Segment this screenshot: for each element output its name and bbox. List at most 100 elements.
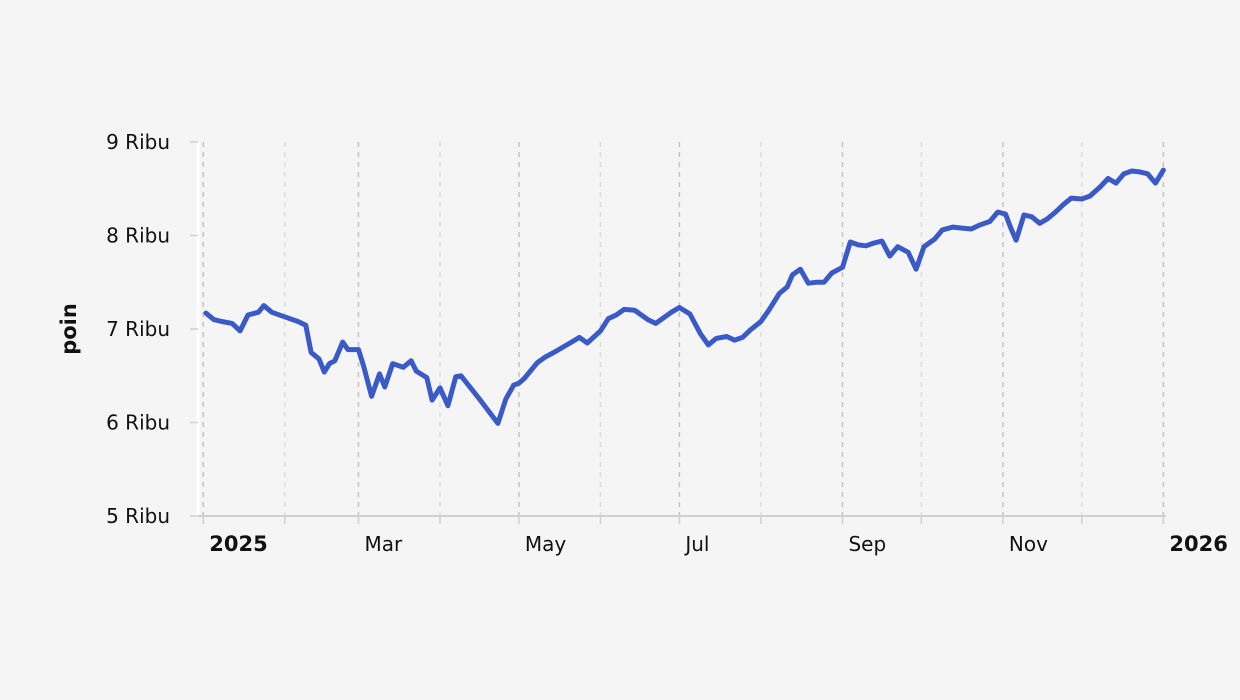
data-point: [614, 313, 619, 318]
data-point: [977, 223, 982, 228]
data-point: [856, 242, 861, 247]
series-line: [203, 167, 1166, 426]
data-point: [1145, 171, 1150, 176]
data-point: [1029, 214, 1034, 219]
x-tick-label: Nov: [1009, 532, 1048, 556]
y-tick-label: 6 Ribu: [106, 411, 170, 435]
data-point: [958, 226, 963, 231]
data-point: [1061, 202, 1066, 207]
data-point: [390, 361, 395, 366]
data-point: [724, 334, 729, 339]
data-point: [269, 310, 274, 315]
data-point: [790, 272, 795, 277]
data-point: [430, 398, 435, 403]
data-point: [706, 342, 711, 347]
data-point: [382, 385, 387, 390]
data-point: [1003, 212, 1008, 217]
data-point: [1121, 171, 1126, 176]
data-point: [645, 317, 650, 322]
data-point: [1153, 181, 1158, 186]
data-point: [296, 319, 301, 324]
data-point: [848, 240, 853, 245]
data-point: [687, 312, 692, 317]
data-point: [585, 341, 590, 346]
data-point: [758, 319, 763, 324]
y-axis-ticks: 5 Ribu 6 Ribu 7 Ribu 8 Ribu 9 Ribu: [106, 130, 198, 528]
data-point: [409, 358, 414, 363]
data-point: [569, 340, 574, 345]
y-tick-label: 8 Ribu: [106, 224, 170, 248]
data-point: [445, 403, 450, 408]
data-point: [1053, 210, 1058, 215]
data-point: [906, 250, 911, 255]
axis-layer: [196, 142, 1166, 517]
data-point: [203, 311, 208, 316]
data-point: [377, 371, 382, 376]
data-point: [522, 376, 527, 381]
y-tick-label: 9 Ribu: [106, 130, 170, 154]
series-layer: [203, 167, 1166, 426]
data-point: [777, 291, 782, 296]
data-point: [829, 270, 834, 275]
data-point: [327, 361, 332, 366]
data-point: [879, 239, 884, 244]
data-point: [332, 358, 337, 363]
data-point: [230, 321, 235, 326]
data-point: [932, 237, 937, 242]
data-point: [438, 385, 443, 390]
y-axis-title: poin: [57, 303, 81, 355]
x-tick-label: May: [525, 532, 567, 556]
data-point: [814, 280, 819, 285]
data-point: [401, 365, 406, 370]
x-tick-label: 2025: [209, 532, 267, 556]
data-point: [1106, 176, 1111, 181]
data-point: [872, 241, 877, 246]
data-point: [369, 394, 374, 399]
data-point: [1069, 196, 1074, 201]
data-point: [766, 308, 771, 313]
data-point: [309, 350, 314, 355]
data-point: [887, 254, 892, 259]
data-point: [622, 307, 627, 312]
x-tick-label: Sep: [848, 532, 886, 556]
data-point: [1022, 212, 1027, 217]
data-point: [361, 364, 366, 369]
data-point: [246, 313, 251, 318]
data-point: [477, 397, 482, 402]
data-point: [995, 210, 1000, 215]
data-point: [785, 284, 790, 289]
data-point: [453, 374, 458, 379]
x-axis-ticks: 2025 Mar May Jul Sep Nov 2026: [202, 516, 1228, 556]
data-point: [516, 381, 521, 386]
data-point: [632, 308, 637, 313]
data-point: [840, 265, 845, 270]
data-point: [940, 227, 945, 232]
data-point: [503, 397, 508, 402]
data-point: [677, 305, 682, 310]
data-point: [238, 328, 243, 333]
data-point: [661, 315, 666, 320]
data-point: [211, 317, 216, 322]
data-point: [1137, 169, 1142, 174]
data-point: [950, 225, 955, 230]
data-point: [598, 328, 603, 333]
x-tick-label: Jul: [683, 532, 709, 556]
data-point: [303, 323, 308, 328]
data-point: [740, 335, 745, 340]
data-point: [356, 347, 361, 352]
data-point: [1161, 168, 1166, 173]
data-point: [261, 303, 266, 308]
data-point: [511, 383, 516, 388]
data-point: [1037, 221, 1042, 226]
data-point: [322, 370, 327, 375]
data-point: [914, 267, 919, 272]
data-point: [987, 219, 992, 224]
data-point: [1129, 169, 1134, 174]
data-point: [1079, 197, 1084, 202]
data-point: [1014, 238, 1019, 243]
x-tick-label: Mar: [364, 532, 403, 556]
data-point: [553, 349, 558, 354]
data-point: [698, 331, 703, 336]
data-point: [345, 347, 350, 352]
